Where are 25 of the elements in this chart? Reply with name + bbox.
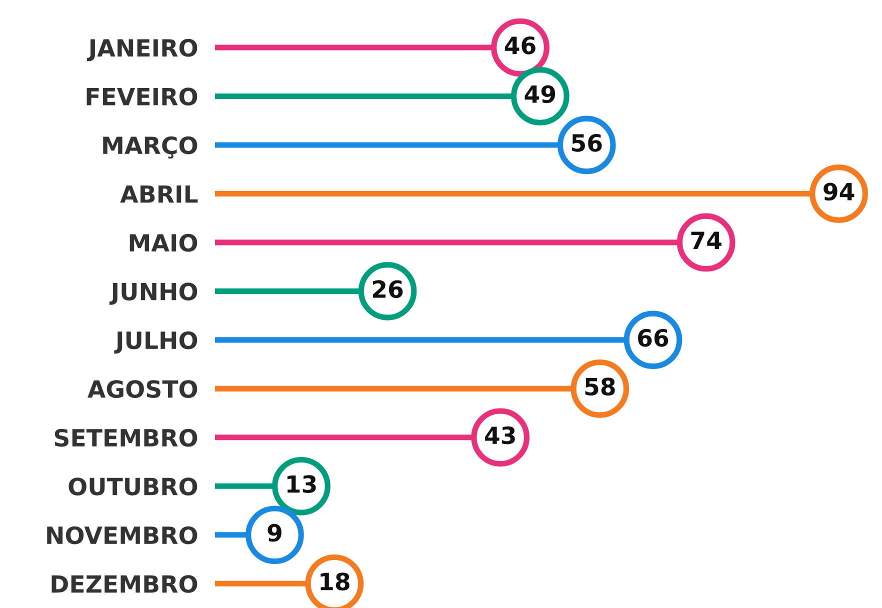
y-tick-label: AGOSTO xyxy=(88,380,198,398)
data-label: 58 xyxy=(585,378,615,396)
data-label: 43 xyxy=(484,426,515,444)
y-tick-label: OUTUBRO xyxy=(68,478,198,496)
data-label: 66 xyxy=(638,328,668,347)
data-label: 56 xyxy=(572,134,602,152)
y-tick-label: NOVEMBRO xyxy=(47,526,198,544)
data-label: 49 xyxy=(524,85,556,104)
data-label: 26 xyxy=(372,280,403,298)
data-label: 94 xyxy=(824,182,854,201)
y-tick-label: FEVEIRO xyxy=(86,88,198,106)
y-tick-label: ABRIL xyxy=(120,185,198,203)
y-tick-label: MAIO xyxy=(130,234,198,252)
data-label: 74 xyxy=(691,232,722,249)
y-tick-label: JUNHO xyxy=(109,282,198,305)
y-tick-label: DEZEMBRO xyxy=(52,575,198,593)
y-tick-label: JANEIRO xyxy=(87,38,198,62)
y-tick-label: JULHO xyxy=(114,331,198,354)
data-label: 9 xyxy=(268,524,282,542)
y-tick-label: SETEMBRO xyxy=(54,428,198,447)
y-tick-label: MARÇO xyxy=(103,136,198,159)
data-label: 46 xyxy=(504,36,536,54)
data-label: 18 xyxy=(320,572,350,590)
data-label: 13 xyxy=(288,475,316,493)
point xyxy=(246,506,304,564)
